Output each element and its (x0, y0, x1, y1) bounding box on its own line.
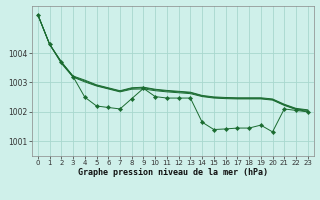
X-axis label: Graphe pression niveau de la mer (hPa): Graphe pression niveau de la mer (hPa) (78, 168, 268, 177)
